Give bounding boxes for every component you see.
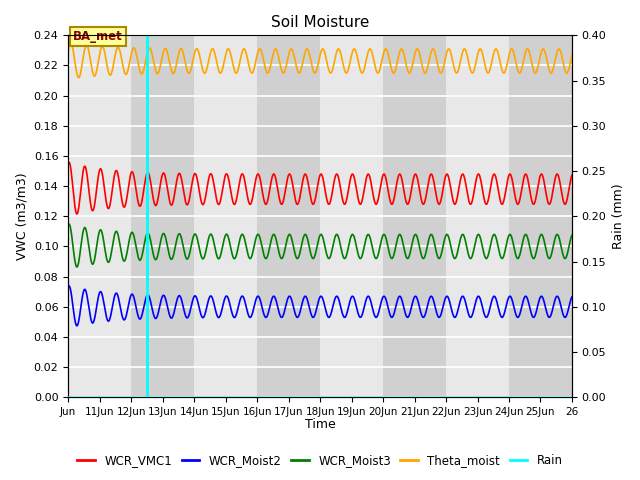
Text: BA_met: BA_met (73, 30, 123, 43)
Y-axis label: VWC (m3/m3): VWC (m3/m3) (15, 172, 28, 260)
Bar (446, 36, 509, 397)
Bar (509, 36, 572, 397)
Bar (68, 36, 131, 397)
Y-axis label: Rain (mm): Rain (mm) (612, 183, 625, 249)
Bar (194, 36, 257, 397)
Bar (320, 36, 383, 397)
Bar (383, 36, 446, 397)
Title: Soil Moisture: Soil Moisture (271, 15, 369, 30)
Legend: WCR_VMC1, WCR_Moist2, WCR_Moist3, Theta_moist, Rain: WCR_VMC1, WCR_Moist2, WCR_Moist3, Theta_… (72, 449, 568, 472)
Bar (131, 36, 194, 397)
X-axis label: Time: Time (305, 419, 335, 432)
Bar (257, 36, 320, 397)
